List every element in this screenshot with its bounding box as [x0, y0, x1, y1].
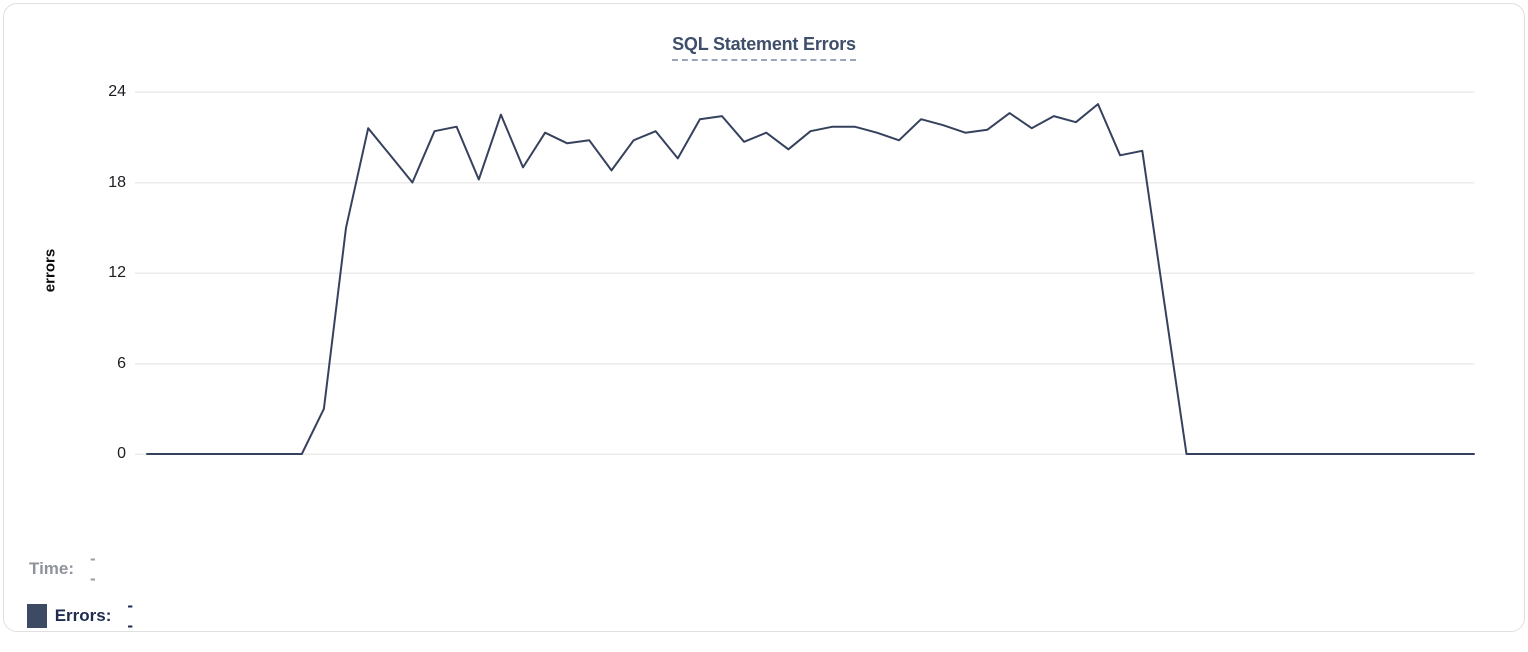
sql-errors-chart[interactable]: errors 9:169:179:189:199:209:219:229:239… [4, 4, 1528, 516]
tooltip-errors-label: Errors: [54, 606, 112, 625]
y-axis-tick-label: 0 [117, 445, 126, 462]
chart-title-row: SQL Statement Errors [4, 34, 1524, 61]
y-axis-tick-label: 24 [108, 83, 126, 100]
y-axis-label: errors [41, 248, 59, 293]
y-axis-tick-label: 12 [108, 264, 126, 281]
tooltip-time-value: -- [90, 549, 97, 588]
chart-title[interactable]: SQL Statement Errors [672, 34, 856, 61]
tooltip-time-row: Time: -- [29, 549, 97, 589]
chart-canvas[interactable] [4, 4, 1528, 516]
errors-series-swatch [27, 604, 47, 628]
y-axis-tick-label: 18 [108, 173, 126, 191]
chart-card: SQL Statement Errors errors 9:169:179:18… [3, 3, 1528, 635]
y-axis-tick-label: 6 [117, 354, 126, 372]
tooltip-time-label: Time: [29, 559, 75, 578]
tooltip-errors-value: -- [127, 596, 135, 635]
tooltip-errors-row: Errors: -- [27, 596, 138, 636]
